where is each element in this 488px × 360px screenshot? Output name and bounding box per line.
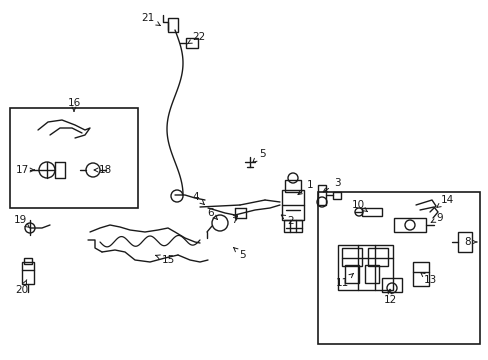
Text: 10: 10 <box>351 200 366 212</box>
Bar <box>10 108 138 208</box>
Bar <box>457 232 471 252</box>
Text: 16: 16 <box>67 98 81 111</box>
Text: 13: 13 <box>420 273 436 285</box>
Bar <box>284 220 302 232</box>
Text: 20: 20 <box>16 280 28 295</box>
Bar <box>412 262 428 286</box>
Bar <box>367 248 387 266</box>
Text: 3: 3 <box>323 178 340 192</box>
Bar <box>381 278 401 292</box>
Text: 6: 6 <box>207 208 217 219</box>
Text: 5: 5 <box>252 149 265 162</box>
Bar <box>361 208 381 216</box>
Bar <box>337 245 392 290</box>
Bar <box>345 265 358 283</box>
Bar <box>341 248 361 266</box>
Text: 22: 22 <box>187 32 205 44</box>
Text: 18: 18 <box>94 165 111 175</box>
Text: 9: 9 <box>430 213 443 223</box>
Text: 2: 2 <box>281 215 294 226</box>
Bar <box>285 180 301 192</box>
Bar <box>332 192 340 199</box>
Bar <box>364 265 378 283</box>
Text: 1: 1 <box>297 180 313 195</box>
Text: 4: 4 <box>192 192 204 204</box>
Text: 11: 11 <box>335 273 353 288</box>
Bar <box>22 262 34 284</box>
Text: 15: 15 <box>156 255 174 265</box>
Bar <box>282 190 304 220</box>
Text: 12: 12 <box>383 289 396 305</box>
Bar <box>24 258 32 264</box>
Text: 14: 14 <box>436 195 453 207</box>
Bar <box>317 192 479 344</box>
Text: 7: 7 <box>230 215 237 225</box>
Text: 8: 8 <box>464 237 476 247</box>
Text: 17: 17 <box>15 165 34 175</box>
Bar <box>393 218 425 232</box>
Text: 21: 21 <box>141 13 160 26</box>
Bar <box>185 38 198 48</box>
Bar <box>168 18 178 32</box>
Text: 5: 5 <box>233 248 245 260</box>
Bar <box>317 185 325 205</box>
Text: 19: 19 <box>13 215 29 228</box>
